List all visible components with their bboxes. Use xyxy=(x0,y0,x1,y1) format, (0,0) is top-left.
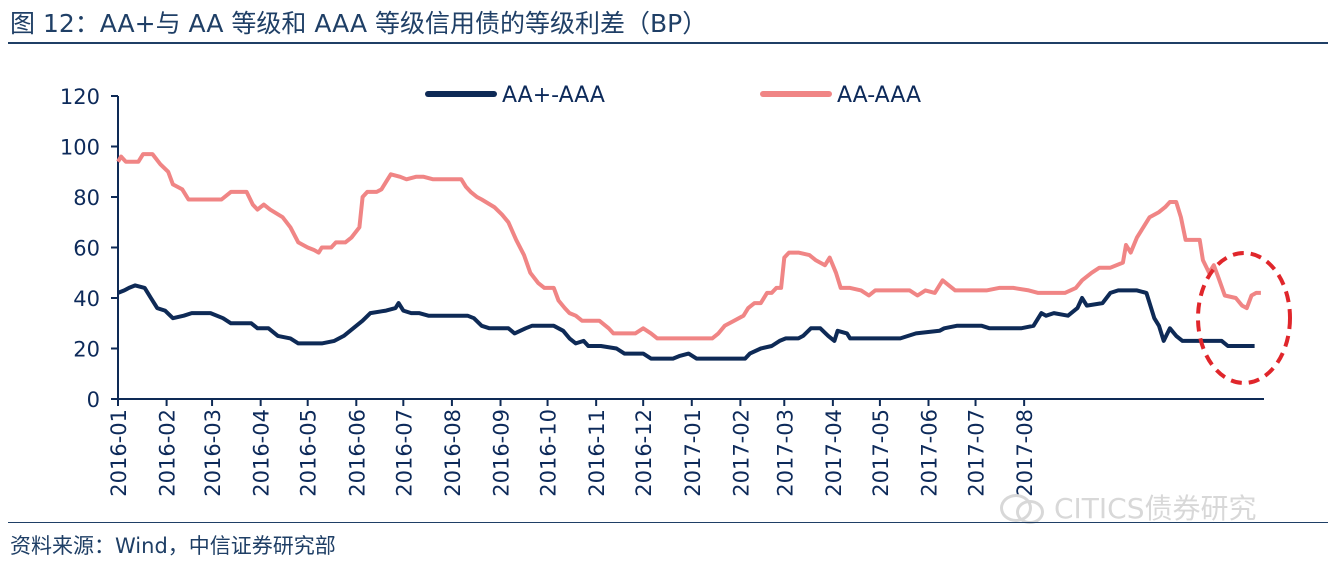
y-tick-label: 100 xyxy=(60,136,100,160)
chart-title: 图 12：AA+与 AA 等级和 AAA 等级信用债的等级利差（BP） xyxy=(10,9,708,38)
x-tick-label: 2016-07 xyxy=(392,409,416,497)
highlight-ellipse xyxy=(1196,251,1292,385)
x-tick-label: 2016-12 xyxy=(632,409,656,497)
y-tick-label: 80 xyxy=(73,186,100,210)
y-tick-label: 0 xyxy=(87,388,100,412)
x-tick-label: 2016-10 xyxy=(537,409,561,497)
x-tick-label: 2017-05 xyxy=(869,409,893,497)
x-tick-label: 2017-08 xyxy=(1013,409,1037,497)
y-tick-label: 60 xyxy=(73,237,100,261)
x-tick-label: 2016-04 xyxy=(250,409,274,497)
x-tick-label: 2017-02 xyxy=(729,409,753,497)
y-tick-label: 20 xyxy=(73,338,100,362)
legend-label-1: AA+-AAA xyxy=(502,83,605,108)
x-tick-label: 2017-07 xyxy=(965,409,989,497)
series-line-2 xyxy=(116,152,1261,341)
y-tick-label: 120 xyxy=(60,85,100,109)
x-tick-label: 2016-09 xyxy=(490,409,514,497)
x-tick-label: 2016-08 xyxy=(441,409,465,497)
x-tick-label: 2016-01 xyxy=(107,409,131,497)
x-tick-label: 2017-03 xyxy=(773,409,797,497)
x-axis: 2016-01 2016-02 2016-03 2016-04 2016-05 2016-… xyxy=(107,398,1264,497)
x-tick-label: 2016-03 xyxy=(201,409,225,497)
footer-divider xyxy=(8,522,1328,523)
x-tick-label: 2016-06 xyxy=(345,409,369,497)
legend: AA+-AAA AA-AAA xyxy=(425,83,921,108)
watermark: CITICS债券研究 xyxy=(1000,487,1257,527)
legend-label-2: AA-AAA xyxy=(837,83,921,108)
x-tick-label: 2016-11 xyxy=(585,409,609,497)
x-tick-label: 2017-01 xyxy=(681,409,705,497)
x-tick-label: 2017-06 xyxy=(918,409,942,497)
series-layer xyxy=(116,152,1261,361)
title-divider xyxy=(8,42,1328,44)
wechat-icon xyxy=(1000,492,1044,524)
x-tick-label: 2016-05 xyxy=(297,409,321,497)
x-tick-label: 2016-02 xyxy=(156,409,180,497)
watermark-text: CITICS债券研究 xyxy=(1054,492,1257,525)
y-tick-label: 40 xyxy=(73,287,100,311)
x-tick-label: 2017-04 xyxy=(822,409,846,497)
series-line-1 xyxy=(117,283,1255,361)
y-axis: 0 20 40 60 80 100 120 xyxy=(60,85,119,412)
source-note: 资料来源：Wind，中信证券研究部 xyxy=(10,534,336,558)
